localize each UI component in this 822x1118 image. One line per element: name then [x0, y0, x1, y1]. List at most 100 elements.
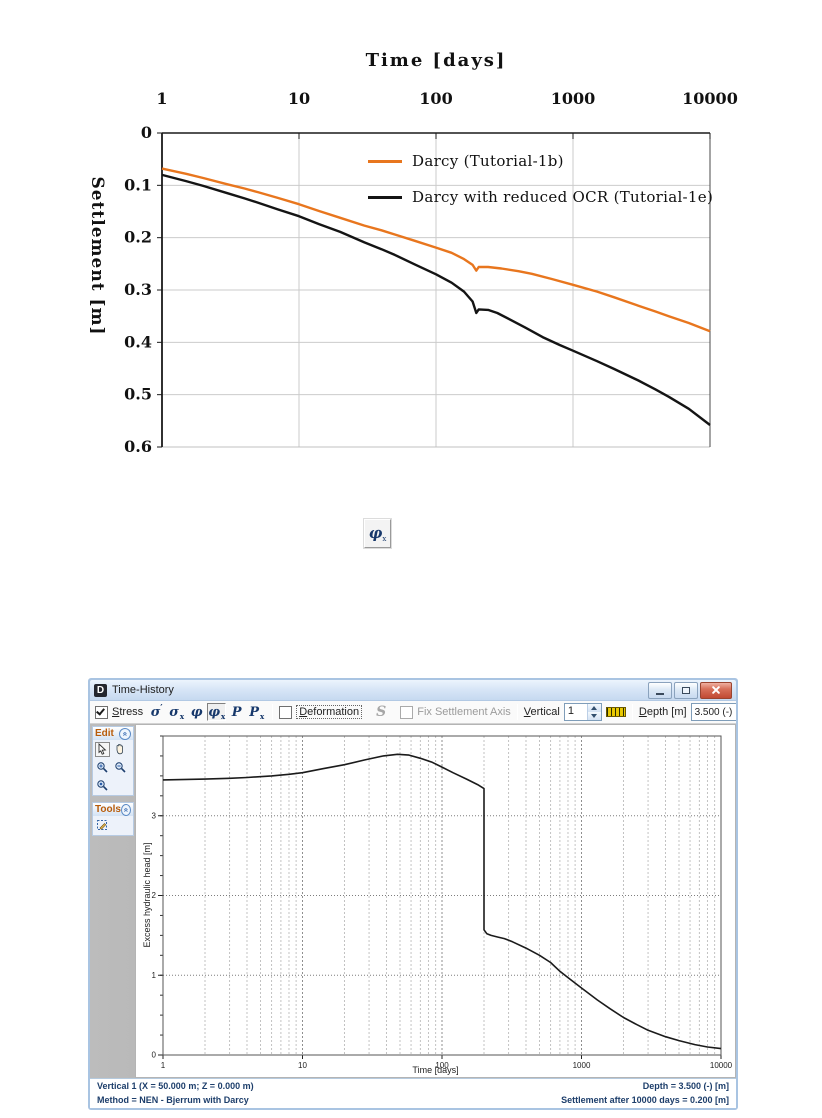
pointer-tool-button[interactable]: [95, 742, 110, 757]
svg-text:1000: 1000: [573, 1061, 591, 1070]
svg-text:0.6: 0.6: [124, 437, 152, 456]
excess-hydraulic-head-icon: φ: [208, 704, 220, 720]
svg-text:10000: 10000: [710, 1061, 733, 1070]
settlement-chart-canvas: 1 10 100 1000 10000 0 0.1 0.2 0.3 0.4 0.5 0.6: [124, 89, 738, 456]
select-area-button[interactable]: [95, 818, 110, 833]
svg-text:10: 10: [288, 89, 310, 108]
icon-mark: x: [179, 712, 185, 721]
window-main-area: Edit »: [90, 724, 736, 1078]
legend-item: Darcy with reduced OCR (Tutorial-1e): [368, 186, 713, 208]
stress-label[interactable]: Stress: [112, 706, 144, 718]
excess-head-chart: 0 1 2 3 1 10 100 1000 10000 Excess hydraulic hea…: [135, 724, 736, 1078]
svg-text:1: 1: [161, 1061, 166, 1070]
collapse-chevron-icon[interactable]: »: [120, 803, 131, 816]
hydraulic-head-icon-button[interactable]: φ: [187, 703, 206, 721]
ruler-button[interactable]: [605, 704, 626, 720]
legend-label: Darcy with reduced OCR (Tutorial-1e): [412, 188, 714, 206]
select-area-icon: [97, 820, 107, 830]
status-vertical: Vertical 1 (X = 50.000 m; Z = 0.000 m): [97, 1081, 254, 1091]
icon-mark: ′: [160, 703, 163, 714]
restore-button[interactable]: [674, 681, 698, 699]
vertical-label: Vertical: [523, 706, 560, 718]
settlement-chart: Time [days] Settlement [m] 1 10 100 1000 100…: [0, 0, 822, 478]
chart-legend: Darcy (Tutorial-1b) Darcy with reduced OC…: [368, 150, 713, 222]
svg-text:0.5: 0.5: [124, 385, 152, 404]
phi-subscript: x: [382, 534, 387, 543]
svg-text:100: 100: [419, 89, 452, 108]
app-icon: D: [94, 683, 107, 697]
legend-item: Darcy (Tutorial-1b): [368, 150, 713, 172]
pore-pressure-icon-button[interactable]: P: [227, 703, 246, 721]
svg-text:1000: 1000: [551, 89, 596, 108]
chart-title: Time [days]: [365, 50, 507, 71]
deformation-checkbox[interactable]: [279, 705, 293, 719]
effective-stress-icon: σ: [150, 704, 161, 720]
vertical-stepper[interactable]: 1: [563, 703, 602, 721]
tool-sidebar: Edit »: [90, 724, 135, 1078]
zoom-reset-icon: [97, 780, 108, 791]
fix-settlement-axis-checkbox[interactable]: [400, 705, 414, 719]
svg-text:1: 1: [156, 89, 167, 108]
settlement-icon: S: [376, 704, 387, 720]
stress-checkbox[interactable]: [95, 705, 108, 719]
depth-value: 3.500 (-): [694, 706, 733, 718]
spin-down-icon[interactable]: [587, 712, 601, 720]
close-button[interactable]: [700, 681, 732, 699]
edit-panel: Edit »: [92, 726, 134, 796]
zoom-reset-button[interactable]: [95, 778, 110, 793]
vertical-value[interactable]: 1: [567, 705, 574, 717]
restore-icon: [682, 686, 690, 694]
icon-mark: x: [259, 712, 265, 721]
tools-panel-title: Tools: [95, 804, 121, 815]
minimize-icon: [656, 692, 664, 695]
hydraulic-head-icon: φ: [190, 704, 203, 720]
deformation-label[interactable]: Deformation: [296, 705, 363, 719]
collapse-chevron-icon[interactable]: »: [119, 727, 131, 740]
status-depth: Depth = 3.500 (-) [m]: [642, 1081, 729, 1091]
fix-settlement-axis-label: Fix Settlement Axis: [417, 706, 511, 718]
edit-panel-title: Edit: [95, 728, 114, 739]
svg-text:10000: 10000: [682, 89, 738, 108]
toolbar-separator: [516, 704, 518, 720]
total-stress-icon: σ: [169, 704, 179, 720]
x-axis-label: Time [days]: [412, 1065, 459, 1075]
svg-text:2: 2: [152, 891, 157, 900]
svg-text:10: 10: [298, 1061, 307, 1070]
svg-text:0.4: 0.4: [124, 332, 152, 351]
toolbar-separator: [272, 704, 274, 720]
tools-panel: Tools »: [92, 802, 134, 836]
svg-text:3: 3: [152, 811, 157, 820]
y-axis-label: Excess hydraulic head [m]: [142, 842, 152, 948]
zoom-out-button[interactable]: [113, 760, 128, 775]
excess-pore-pressure-icon: P: [249, 704, 259, 720]
window-title: Time-History: [112, 684, 174, 696]
depth-dropdown[interactable]: 3.500 (-): [690, 703, 736, 721]
zoom-in-button[interactable]: [95, 760, 110, 775]
svg-text:0.3: 0.3: [124, 280, 152, 299]
legend-line-sample: [368, 159, 402, 163]
minimize-button[interactable]: [648, 681, 672, 699]
pointer-icon: [98, 743, 107, 755]
spin-up-icon[interactable]: [587, 704, 601, 712]
effective-stress-icon-button[interactable]: σ ′: [147, 703, 166, 721]
pan-hand-icon: [116, 743, 123, 755]
pan-tool-button[interactable]: [113, 742, 128, 757]
status-method: Method = NEN - Bjerrum with Darcy: [97, 1095, 249, 1105]
svg-text:100: 100: [435, 1061, 449, 1070]
excess-hydraulic-head-button[interactable]: φ x: [364, 519, 391, 548]
ruler-icon: [605, 707, 626, 717]
svg-text:0: 0: [152, 1051, 157, 1060]
zoom-in-icon: [97, 762, 108, 773]
titlebar[interactable]: D Time-History: [90, 680, 736, 701]
svg-text:0: 0: [141, 123, 152, 142]
zoom-out-icon: [115, 762, 126, 773]
toolbar-separator: [631, 704, 633, 720]
